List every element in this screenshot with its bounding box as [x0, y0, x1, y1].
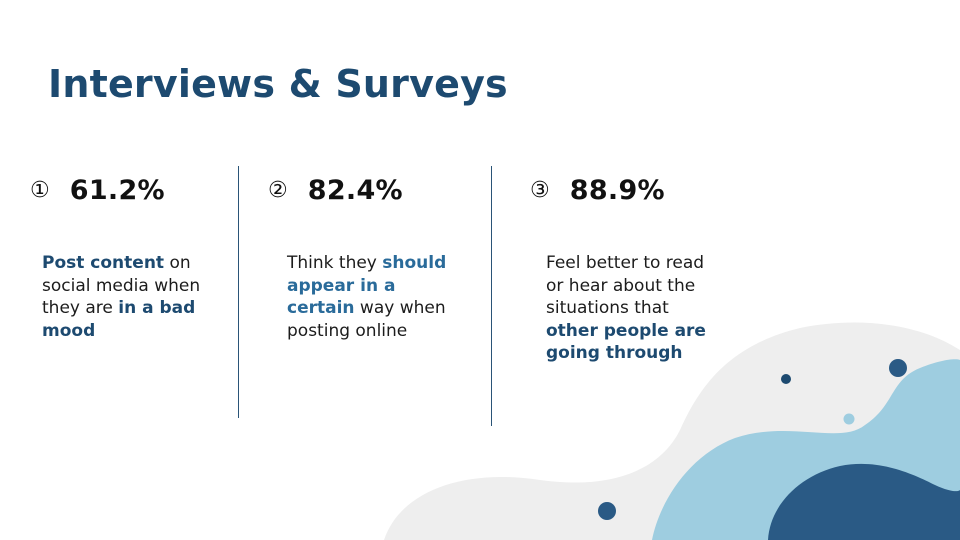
- stat-value: 82.4%: [307, 175, 403, 206]
- highlight-text: in a bad mood: [42, 298, 196, 341]
- dot-dark-medium: [889, 359, 907, 377]
- column-divider: [238, 166, 239, 418]
- stat-column-2: ② 82.4%: [268, 175, 403, 206]
- stat-header: ③ 88.9%: [530, 175, 665, 206]
- stat-description-2: Think they should appear in a certain wa…: [287, 252, 457, 342]
- stat-value: 61.2%: [69, 175, 165, 206]
- stat-number-icon: ③: [530, 177, 550, 203]
- stat-header: ② 82.4%: [268, 175, 403, 206]
- stat-column-3: ③ 88.9%: [530, 175, 665, 206]
- stat-description-1: Post content on social media when they a…: [42, 252, 232, 342]
- slide-title: Interviews & Surveys: [48, 62, 508, 106]
- stat-column-1: ① 61.2%: [30, 175, 165, 206]
- dark-blue-blob-shape: [768, 463, 960, 540]
- stat-header: ① 61.2%: [30, 175, 165, 206]
- column-divider: [491, 166, 492, 426]
- dot-dark-bottom: [598, 502, 616, 520]
- highlight-text: other people are going through: [546, 320, 706, 364]
- highlight-text: should appear in a certain: [287, 253, 447, 318]
- stat-description-3: Feel better to read or hear about the si…: [546, 252, 716, 365]
- stat-value: 88.9%: [569, 175, 665, 206]
- body-text: Think they: [287, 253, 383, 273]
- stat-number-icon: ②: [268, 177, 288, 203]
- body-text: way when posting online: [287, 298, 446, 341]
- dot-light-small: [843, 413, 855, 425]
- stat-number-icon: ①: [30, 177, 50, 203]
- body-text: on social media when they are: [42, 253, 201, 318]
- dot-dark-small: [781, 374, 791, 384]
- body-text: Feel better to read or hear about the si…: [546, 253, 705, 318]
- highlight-text: Post content: [42, 253, 165, 273]
